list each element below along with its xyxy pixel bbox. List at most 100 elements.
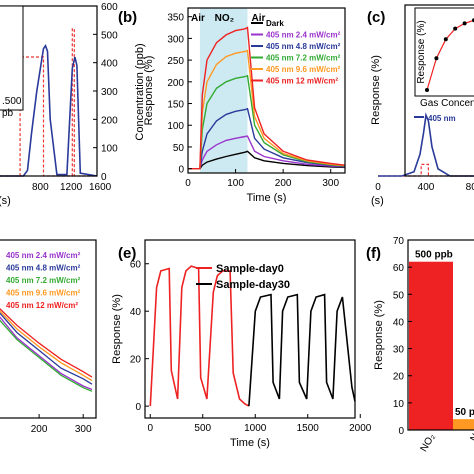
y-axis-label: Response (%) xyxy=(370,55,382,125)
x-tick-label: 0 xyxy=(147,423,153,434)
y-right-tick-label: 200 xyxy=(101,115,118,126)
panel-e-frame xyxy=(144,239,356,419)
y-tick-label: 40 xyxy=(130,307,142,318)
y-right-tick-label: 400 xyxy=(101,59,118,70)
series-line-1 xyxy=(248,293,356,407)
legend-label-3: 405 nm 7.2 mW/cm² xyxy=(266,54,341,63)
series-line-5 xyxy=(188,26,346,170)
inset-tick-label: .500 xyxy=(2,96,22,107)
legend-label-0: Dark xyxy=(266,19,284,28)
series-line-1 xyxy=(0,312,93,385)
legend-label-0: 405 nm 2.4 mW/cm² xyxy=(6,251,81,260)
legend-label-2: 405 nm 4.8 mW/cm² xyxy=(266,42,341,51)
series-line-3 xyxy=(0,310,93,382)
legend-label-2: 405 nm 7.2 mW/cm² xyxy=(6,276,81,285)
series-line-4 xyxy=(188,49,346,170)
legend-label-4: 405 nm 12 mW/cm² xyxy=(6,301,78,310)
panel-label-b: (b) xyxy=(118,9,137,26)
y-axis-label: Response (%) xyxy=(111,294,123,364)
y-right-tick-label: 0 xyxy=(101,172,107,183)
panel-b-frame xyxy=(187,7,346,174)
bar-label-0: 500 ppb xyxy=(415,250,453,261)
y-tick-label: 200 xyxy=(167,78,184,89)
x-tick-label: 0 xyxy=(375,182,381,193)
legend-label-4: 405 nm 9.6 mW/cm² xyxy=(266,65,341,74)
inset-box xyxy=(0,5,24,111)
legend-label-1: 405 nm 4.8 mW/cm² xyxy=(6,264,81,273)
inset-point xyxy=(443,37,448,42)
series-line-0 xyxy=(188,150,346,170)
inset-x-label: Gas Concentration xyxy=(420,98,474,109)
x-tick-label: 1500 xyxy=(297,423,320,434)
x-tick-label: 300 xyxy=(75,424,92,435)
series-line-2 xyxy=(188,107,346,170)
y-tick-label: 0 xyxy=(178,165,184,176)
y-tick-label: 30 xyxy=(393,345,405,356)
panel-label-c: (c) xyxy=(367,9,385,26)
x-tick-label: 2000 xyxy=(349,423,372,434)
panel-label-f: (f) xyxy=(366,245,381,262)
y-right-tick-label: 500 xyxy=(101,30,118,41)
y-right-tick-label: 100 xyxy=(101,144,118,155)
series-line-4 xyxy=(0,308,93,378)
inset-point xyxy=(425,88,429,92)
x-tick-label: 300 xyxy=(322,178,339,189)
y-tick-label: 0 xyxy=(398,426,404,437)
panel-label-e: (e) xyxy=(118,245,136,262)
panel-d-frame xyxy=(0,239,97,419)
x-tick-label: NO₂ xyxy=(419,432,438,454)
x-tick-label: 1000 xyxy=(244,423,267,434)
x-tick-label: 100 xyxy=(227,178,244,189)
x-tick-label: 400 xyxy=(418,182,435,193)
bar-0 xyxy=(409,261,453,430)
x-tick-label: 200 xyxy=(275,178,292,189)
legend-label-0: Sample-day0 xyxy=(216,263,284,275)
y-tick-label: 60 xyxy=(393,263,405,274)
x-tick-label: 0 xyxy=(185,178,191,189)
panel-c-frame xyxy=(404,4,474,177)
y-tick-label: 10 xyxy=(393,399,405,410)
y-tick-label: 50 xyxy=(393,290,405,301)
x-tick-label: 800 xyxy=(466,182,474,193)
annotation-0: Air xyxy=(191,13,205,24)
legend-label-5: 405 nm 12 mW/cm² xyxy=(266,77,338,86)
y-tick-label: 20 xyxy=(393,372,405,383)
x-axis-label: Time (s) xyxy=(247,192,287,204)
x-axis-label: Time (s) xyxy=(230,437,270,449)
panel-f-frame xyxy=(407,239,474,431)
x-tick-label: 200 xyxy=(31,424,48,435)
x-axis-label: (s) xyxy=(371,195,384,207)
y-tick-label: 0 xyxy=(135,402,141,413)
x-tick-label: 500 xyxy=(194,423,211,434)
inset-y-label: Response (%) xyxy=(416,20,427,83)
inset-axis-label: pb xyxy=(2,108,14,119)
x-tick-label: 800 xyxy=(32,182,49,193)
y-tick-label: 350 xyxy=(167,13,184,24)
x-axis-label: (s) xyxy=(0,195,11,207)
inset-point xyxy=(453,26,458,31)
legend-label-1: Sample-day30 xyxy=(216,279,290,291)
series-line-0 xyxy=(0,316,93,391)
no2-window xyxy=(199,8,248,173)
inset-point xyxy=(462,21,467,26)
y-tick-label: 300 xyxy=(167,34,184,45)
y-right-tick-label: 600 xyxy=(101,2,118,13)
y-right-axis-label: Concentration (ppb) xyxy=(134,43,146,140)
annotation-2: Air xyxy=(251,13,265,24)
y-right-tick-label: 300 xyxy=(101,87,118,98)
y-tick-label: 60 xyxy=(130,260,142,271)
response-line xyxy=(378,112,474,177)
series-line-1 xyxy=(188,135,346,170)
x-tick-label: 1200 xyxy=(60,182,83,193)
y-tick-label: 40 xyxy=(393,317,405,328)
series-line-0 xyxy=(149,265,250,407)
y-tick-label: 100 xyxy=(167,121,184,132)
y-axis-label: Response (%) xyxy=(373,300,385,370)
x-tick-label: 1600 xyxy=(89,182,112,193)
y-axis-label: Response (%) xyxy=(143,56,155,126)
bar-1 xyxy=(453,419,474,430)
y-tick-label: 20 xyxy=(130,355,142,366)
series-line-2 xyxy=(0,319,93,392)
x-tick-label: N xyxy=(468,432,474,444)
